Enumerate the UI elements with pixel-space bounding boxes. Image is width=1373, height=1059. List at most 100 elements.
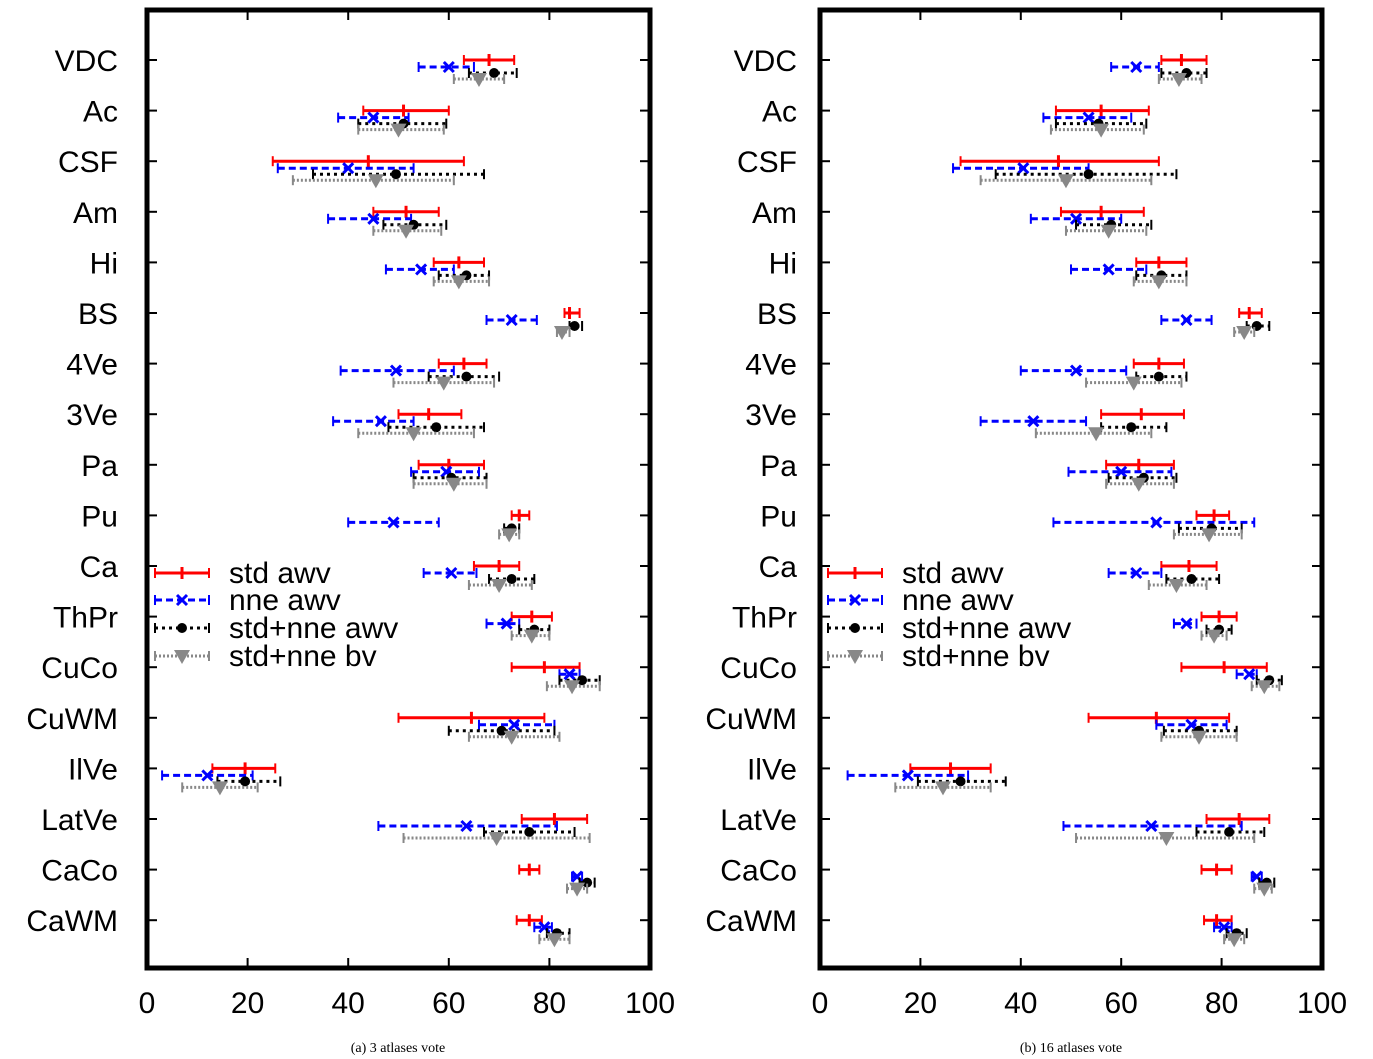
data-point [553, 326, 570, 340]
data-point [461, 371, 472, 382]
legend-label: nne awv [229, 584, 341, 617]
error-bar [1029, 212, 1123, 225]
x-tick-label: 40 [1004, 987, 1037, 1020]
error-bar [1160, 54, 1208, 66]
data-point [1102, 263, 1115, 276]
error-bar [518, 863, 541, 876]
data-point [496, 725, 507, 736]
category-label: Ca [80, 551, 119, 584]
data-point [1126, 422, 1137, 433]
error-bar [994, 169, 1178, 180]
error-bar [1238, 307, 1263, 319]
error-bar [337, 111, 410, 124]
data-point [1150, 516, 1163, 529]
error-bar [1213, 921, 1233, 934]
x-tick-label: 20 [904, 987, 937, 1020]
category-label: BS [78, 298, 118, 331]
series-std-nne-awv [916, 68, 1283, 939]
legend-label: std+nne awv [902, 612, 1071, 645]
error-bar [181, 781, 259, 796]
category-label: CaWM [705, 905, 797, 938]
error-bar [1135, 371, 1188, 382]
series-std-nne-bv [894, 73, 1281, 948]
error-bar [1200, 610, 1238, 623]
data-point [569, 321, 580, 331]
data-point [460, 819, 473, 833]
data-point [1243, 668, 1256, 681]
error-bar [397, 408, 463, 421]
data-point [1170, 73, 1187, 87]
legend-item: nne awv [827, 584, 1014, 617]
data-point [1236, 326, 1253, 340]
error-bar [498, 528, 521, 543]
error-bar [339, 364, 455, 377]
error-bar [1070, 263, 1148, 276]
data-point [1027, 415, 1040, 428]
error-bar [402, 832, 591, 846]
category-label: CaCo [720, 855, 797, 888]
error-bar [553, 326, 571, 340]
data-point [1206, 629, 1223, 644]
legend-label: std awv [229, 557, 331, 590]
error-bar [1223, 933, 1246, 948]
category-label: CaWM [26, 905, 118, 938]
category-label: ThPr [53, 602, 118, 635]
error-bar [1049, 123, 1145, 138]
data-point [201, 769, 214, 782]
error-bar [568, 321, 584, 331]
data-point [1145, 819, 1158, 833]
legend-item: std+nne bv [827, 640, 1050, 673]
error-bar [1052, 516, 1256, 529]
x-tick-label: 20 [231, 987, 264, 1020]
data-point [1100, 224, 1117, 239]
category-label: 4Ve [66, 349, 118, 382]
category-label: CSF [737, 146, 797, 179]
x-tick-label: 60 [432, 987, 465, 1020]
error-bar [1253, 882, 1273, 897]
legend-marker [177, 623, 187, 633]
data-point [1130, 60, 1143, 74]
data-point [374, 415, 387, 428]
error-bar [1054, 104, 1150, 117]
category-label: Am [752, 197, 797, 230]
data-point [1224, 827, 1235, 837]
legend-item: std+nne awv [154, 612, 398, 645]
error-bar [959, 155, 1160, 168]
category-label: 4Ve [745, 349, 797, 382]
data-point [1082, 111, 1095, 124]
error-bar [538, 933, 571, 948]
data-point [390, 123, 407, 138]
error-bar [291, 174, 455, 189]
data-point [390, 169, 401, 180]
data-point [901, 769, 914, 782]
category-label: BS [757, 298, 797, 331]
error-bar [1195, 509, 1231, 522]
data-point [1130, 477, 1147, 492]
plot-frame [144, 7, 653, 971]
category-label: LatVe [720, 804, 797, 837]
error-bar [1160, 313, 1213, 327]
error-bar [515, 914, 543, 927]
error-bar [384, 263, 455, 276]
data-point [1069, 212, 1083, 225]
data-point [501, 528, 518, 543]
legend-label: nne awv [902, 584, 1014, 617]
data-point [240, 776, 251, 787]
error-bar [372, 224, 443, 239]
category-label: Ac [83, 96, 118, 129]
error-bar [520, 813, 589, 825]
error-bar [382, 219, 448, 230]
data-point [367, 174, 384, 189]
category-label: VDC [55, 45, 118, 78]
error-bar [1132, 275, 1188, 290]
series-std-awv [211, 54, 589, 927]
legend-label: std+nne bv [902, 640, 1050, 673]
error-bar [477, 718, 556, 731]
error-bar [1172, 528, 1243, 543]
error-bar [510, 509, 531, 522]
data-point [577, 675, 588, 686]
legend-marker [850, 623, 860, 633]
error-bar [566, 882, 589, 897]
error-bar [417, 458, 486, 471]
